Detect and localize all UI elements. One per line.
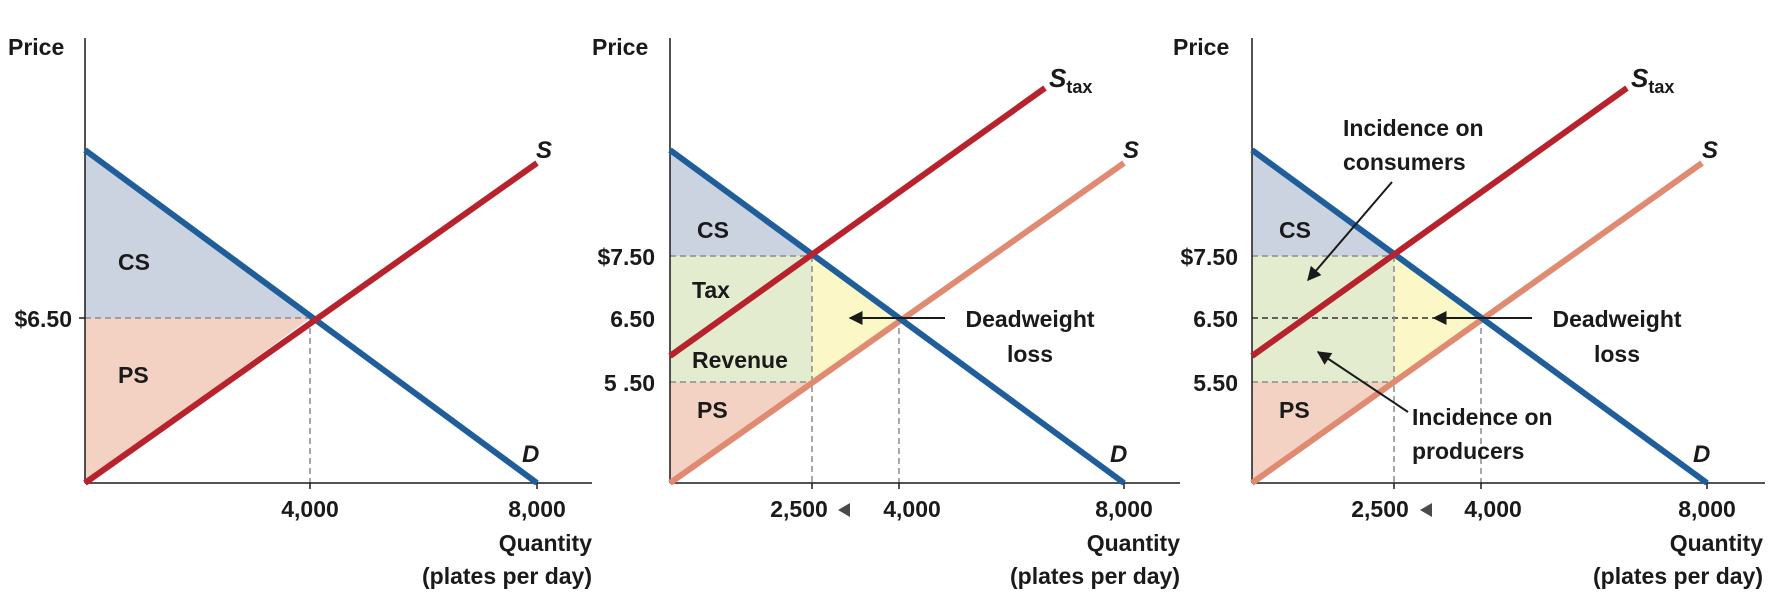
incidence-producers-arrow [1316, 351, 1409, 413]
tax-revenue-region [1252, 256, 1394, 382]
y-tick-label: $6.50 [14, 306, 72, 332]
supply-with-tax-label: Stax [1631, 63, 1674, 97]
x-tick-label: 8,000 [1678, 496, 1736, 522]
panel-1: Price $6.50 4,000 8,000 Quantity (plates… [8, 34, 592, 589]
revenue-label: Revenue [692, 347, 788, 373]
y-tick-label: $7.50 [1180, 244, 1238, 270]
y-axis-label: Price [1173, 34, 1229, 60]
x-tick-label: 8,000 [508, 496, 566, 522]
ps-label: PS [118, 362, 149, 388]
demand-curve [1250, 147, 1709, 486]
supply-label: S [536, 137, 552, 164]
panel-2: Price $7.50 6.50 5 .50 2,500 4,000 8,000… [592, 34, 1180, 589]
supply-curve-original [668, 160, 1126, 486]
supply-label: S [1123, 137, 1139, 164]
supply-with-tax-subscript: tax [1066, 77, 1092, 97]
y-tick-label: 5.50 [1193, 370, 1238, 396]
demand-label: D [522, 441, 539, 468]
x-tick-label: 4,000 [1464, 496, 1522, 522]
cs-label: CS [697, 217, 729, 243]
y-tick-label: 6.50 [1193, 306, 1238, 332]
x-tick-label: 2,500 [770, 496, 828, 522]
x-tick-label: 2,500 [1351, 496, 1409, 522]
supply-with-tax-curve [1250, 85, 1629, 359]
y-tick-label: $7.50 [597, 244, 655, 270]
x-axis-label-unit: (plates per day) [1010, 563, 1180, 589]
ps-label: PS [1279, 397, 1310, 423]
deadweight-loss-label: loss [1007, 341, 1053, 367]
incidence-consumers-label: Incidence on [1343, 115, 1484, 141]
y-axis-label: Price [592, 34, 648, 60]
incidence-consumers-arrow [1307, 181, 1393, 282]
incidence-consumers-label: consumers [1343, 149, 1466, 175]
x-tick-label: 8,000 [1095, 496, 1153, 522]
deadweight-loss-label: loss [1594, 341, 1640, 367]
demand-curve [668, 147, 1126, 486]
demand-label: D [1693, 441, 1710, 468]
deadweight-loss-label: Deadweight [1552, 306, 1681, 332]
supply-with-tax-letter: S [1631, 63, 1649, 93]
x-tick-label: 4,000 [281, 496, 339, 522]
supply-curve [83, 160, 539, 486]
incidence-producers-label: Incidence on [1412, 404, 1553, 430]
cs-label: CS [1279, 217, 1311, 243]
supply-with-tax-letter: S [1049, 63, 1067, 93]
x-axis-label: Quantity [1670, 530, 1763, 556]
x-axis-label: Quantity [1087, 530, 1180, 556]
shift-arrow-head [1420, 503, 1432, 517]
cs-label: CS [118, 249, 150, 275]
incidence-producers-label: producers [1412, 438, 1524, 464]
x-axis-label: Quantity [499, 530, 592, 556]
y-tick-label: 6.50 [610, 306, 655, 332]
supply-with-tax-label: Stax [1049, 63, 1092, 97]
demand-curve [83, 147, 539, 486]
tax-label: Tax [692, 277, 730, 303]
x-axis-label-unit: (plates per day) [422, 563, 592, 589]
supply-with-tax-subscript: tax [1648, 77, 1674, 97]
y-axis-label: Price [8, 34, 64, 60]
supply-curve-original [1250, 160, 1704, 486]
y-tick-label: 5 .50 [604, 370, 655, 396]
ps-label: PS [697, 397, 728, 423]
shift-arrow-head [838, 503, 850, 517]
deadweight-loss-label: Deadweight [965, 306, 1094, 332]
supply-label: S [1702, 137, 1718, 164]
panel-3: Price $7.50 6.50 5.50 2,500 4,000 8,000 … [1173, 34, 1765, 589]
x-axis-label-unit: (plates per day) [1593, 563, 1763, 589]
tax-revenue-region [670, 256, 812, 382]
supply-with-tax-curve [668, 85, 1047, 359]
x-tick-label: 4,000 [883, 496, 941, 522]
demand-label: D [1110, 441, 1127, 468]
